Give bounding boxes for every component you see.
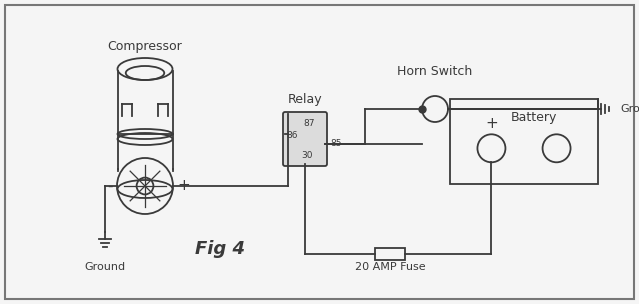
FancyBboxPatch shape xyxy=(283,112,327,166)
Text: Fig 4: Fig 4 xyxy=(195,240,245,258)
Text: Ground: Ground xyxy=(620,104,639,114)
Text: Relay: Relay xyxy=(288,93,322,106)
Text: 20 AMP Fuse: 20 AMP Fuse xyxy=(355,262,426,272)
Text: 85: 85 xyxy=(330,140,341,148)
Text: +: + xyxy=(177,178,190,194)
Text: Battery: Battery xyxy=(511,111,557,124)
Bar xyxy=(375,248,405,260)
Text: 30: 30 xyxy=(301,151,312,161)
Text: -: - xyxy=(107,178,113,194)
Text: 87: 87 xyxy=(304,119,315,129)
Text: Compressor: Compressor xyxy=(107,40,182,53)
Text: +: + xyxy=(485,116,498,131)
Bar xyxy=(450,99,598,184)
Text: Horn Switch: Horn Switch xyxy=(397,65,473,78)
Text: 86: 86 xyxy=(286,130,298,140)
Text: Ground: Ground xyxy=(84,262,125,272)
